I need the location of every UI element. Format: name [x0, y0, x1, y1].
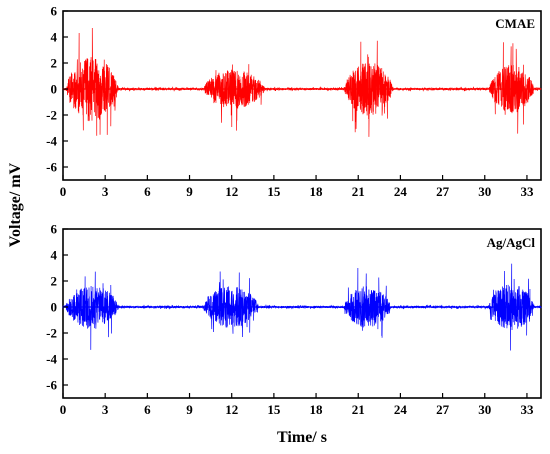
- y-tick-label: 6: [51, 4, 58, 19]
- x-tick-label: 30: [478, 184, 491, 199]
- cmae-signal-trace: [62, 28, 542, 137]
- panel-agagcl-frame: [62, 228, 542, 399]
- y-tick-label: -2: [46, 326, 57, 341]
- agagcl-signal-trace: [62, 263, 542, 351]
- x-tick-label: 0: [60, 402, 67, 417]
- cmae-signal-line: [62, 28, 542, 137]
- x-tick-label: 33: [520, 184, 534, 199]
- y-axis-label: Voltage/ mV: [7, 162, 24, 247]
- x-tick-label: 12: [225, 184, 238, 199]
- panel-cmae-frame: [62, 10, 542, 181]
- y-tick-label: -2: [46, 108, 57, 123]
- x-tick-label: 18: [310, 184, 324, 199]
- y-tick-label: 4: [51, 248, 58, 263]
- x-tick-label: 21: [352, 184, 365, 199]
- x-tick-label: 15: [267, 184, 281, 199]
- x-tick-label: 27: [436, 184, 450, 199]
- y-tick-label: -4: [46, 134, 57, 149]
- y-tick-label: -6: [46, 378, 57, 393]
- y-tick-label: 6: [51, 222, 58, 237]
- x-tick-label: 3: [102, 402, 109, 417]
- x-tick-label: 6: [144, 402, 151, 417]
- x-tick-label: 27: [436, 402, 450, 417]
- x-tick-label: 9: [186, 402, 193, 417]
- x-tick-label: 6: [144, 184, 151, 199]
- y-tick-label: -6: [46, 160, 57, 175]
- x-tick-label: 9: [186, 184, 193, 199]
- y-tick-label: 0: [51, 82, 58, 97]
- y-tick-label: 4: [51, 30, 58, 45]
- x-tick-label: 15: [267, 402, 281, 417]
- y-tick-label: 2: [51, 274, 58, 289]
- x-tick-label: 18: [310, 402, 324, 417]
- y-tick-label: 2: [51, 56, 58, 71]
- x-tick-label: 0: [60, 184, 67, 199]
- x-tick-label: 3: [102, 184, 109, 199]
- y-tick-label: 0: [51, 300, 58, 315]
- agagcl-legend-label: Ag/AgCl: [487, 235, 536, 250]
- x-axis-label: Time/ s: [277, 429, 327, 446]
- x-tick-label: 24: [394, 184, 408, 199]
- x-tick-label: 24: [394, 402, 408, 417]
- cmae-legend-label: CMAE: [495, 16, 535, 31]
- y-tick-label: -4: [46, 352, 57, 367]
- x-tick-label: 12: [225, 402, 238, 417]
- x-tick-label: 30: [478, 402, 491, 417]
- x-tick-label: 21: [352, 402, 365, 417]
- x-tick-label: 33: [520, 402, 534, 417]
